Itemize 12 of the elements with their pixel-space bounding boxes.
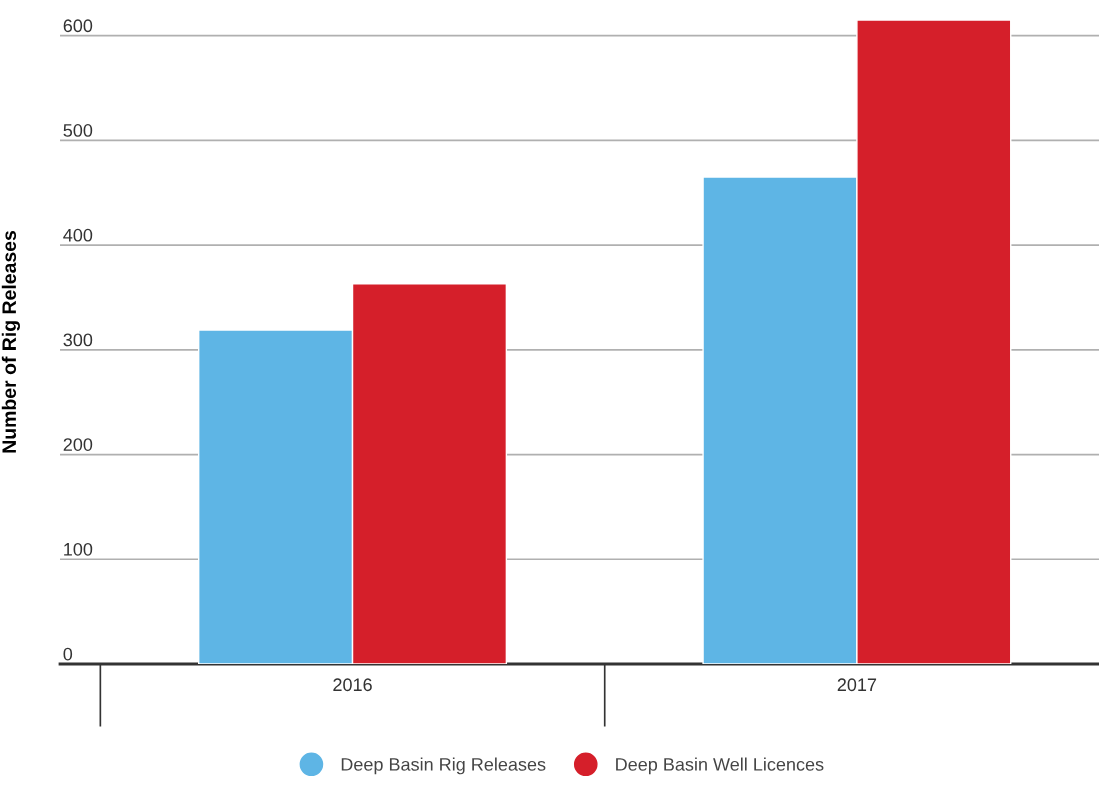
y-tick-label: 500: [63, 124, 93, 137]
legend-label: Deep Basin Well Licences: [616, 757, 824, 775]
y-tick-label: 400: [63, 228, 93, 242]
y-tick-label: 0: [63, 647, 73, 661]
y-axis-title: Number of Rig Releases: [1, 230, 20, 453]
x-tick-label: 2016: [333, 678, 372, 692]
y-tick-label: 200: [63, 438, 93, 451]
legend-label: Deep Basin Rig Releases: [341, 757, 546, 775]
y-tick-label: 300: [63, 333, 93, 347]
y-tick-label: 600: [63, 19, 93, 33]
x-tick-label: 2017: [837, 678, 877, 692]
y-tick-label: 100: [64, 542, 93, 556]
